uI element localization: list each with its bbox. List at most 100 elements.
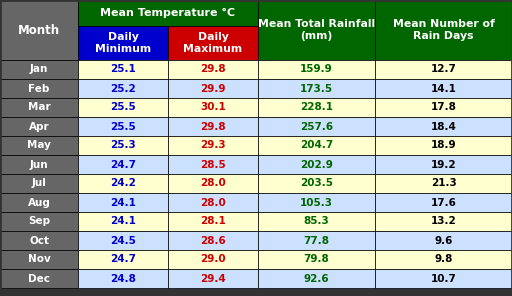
Text: 79.8: 79.8 <box>304 255 329 265</box>
Bar <box>258 0 375 60</box>
Bar <box>0 193 78 212</box>
Bar <box>258 193 375 212</box>
Text: Aug: Aug <box>28 197 51 207</box>
Bar <box>78 193 168 212</box>
Text: 24.7: 24.7 <box>110 160 136 170</box>
Text: 257.6: 257.6 <box>300 121 333 131</box>
Text: Apr: Apr <box>29 121 49 131</box>
Bar <box>78 212 168 231</box>
Bar <box>0 60 78 79</box>
Text: 24.1: 24.1 <box>110 216 136 226</box>
Bar <box>0 98 78 117</box>
Text: 25.1: 25.1 <box>110 65 136 75</box>
Bar <box>258 174 375 193</box>
Text: Jun: Jun <box>30 160 48 170</box>
Text: 25.5: 25.5 <box>110 102 136 112</box>
Bar <box>168 269 258 288</box>
Text: 173.5: 173.5 <box>300 83 333 94</box>
Text: 159.9: 159.9 <box>300 65 333 75</box>
Bar <box>78 174 168 193</box>
Bar <box>258 155 375 174</box>
Text: 21.3: 21.3 <box>431 178 456 189</box>
Text: 28.0: 28.0 <box>200 178 226 189</box>
Bar <box>258 231 375 250</box>
Text: Feb: Feb <box>28 83 50 94</box>
Bar <box>168 117 258 136</box>
Bar <box>168 174 258 193</box>
Bar <box>0 155 78 174</box>
Bar <box>0 269 78 288</box>
Text: Oct: Oct <box>29 236 49 245</box>
Text: 24.7: 24.7 <box>110 255 136 265</box>
Bar <box>375 193 512 212</box>
Bar <box>375 212 512 231</box>
Text: 202.9: 202.9 <box>300 160 333 170</box>
Bar <box>168 136 258 155</box>
Bar <box>0 250 78 269</box>
Text: 29.8: 29.8 <box>200 121 226 131</box>
Text: 228.1: 228.1 <box>300 102 333 112</box>
Bar <box>375 269 512 288</box>
Bar <box>78 60 168 79</box>
Text: 28.0: 28.0 <box>200 197 226 207</box>
Bar <box>168 79 258 98</box>
Bar <box>0 136 78 155</box>
Text: Daily
Minimum: Daily Minimum <box>95 32 151 54</box>
Bar <box>168 98 258 117</box>
Text: 24.2: 24.2 <box>110 178 136 189</box>
Text: 29.4: 29.4 <box>200 274 226 284</box>
Text: Daily
Maximum: Daily Maximum <box>183 32 243 54</box>
Text: 105.3: 105.3 <box>300 197 333 207</box>
Bar <box>0 212 78 231</box>
Bar <box>0 0 78 60</box>
Bar <box>258 269 375 288</box>
Bar <box>258 79 375 98</box>
Text: 25.2: 25.2 <box>110 83 136 94</box>
Bar <box>78 155 168 174</box>
Bar <box>258 136 375 155</box>
Bar <box>258 250 375 269</box>
Text: Mean Total Rainfall
(mm): Mean Total Rainfall (mm) <box>258 19 375 41</box>
Text: 25.3: 25.3 <box>110 141 136 150</box>
Bar <box>375 0 512 60</box>
Text: 30.1: 30.1 <box>200 102 226 112</box>
Bar <box>375 155 512 174</box>
Bar <box>78 98 168 117</box>
Text: Dec: Dec <box>28 274 50 284</box>
Text: 29.0: 29.0 <box>200 255 226 265</box>
Bar <box>258 98 375 117</box>
Text: Nov: Nov <box>28 255 50 265</box>
Text: 28.5: 28.5 <box>200 160 226 170</box>
Text: 24.1: 24.1 <box>110 197 136 207</box>
Bar <box>168 231 258 250</box>
Bar <box>78 269 168 288</box>
Text: Mar: Mar <box>28 102 50 112</box>
Bar <box>78 79 168 98</box>
Text: Mean Number of
Rain Days: Mean Number of Rain Days <box>393 19 495 41</box>
Text: 85.3: 85.3 <box>304 216 329 226</box>
Bar <box>78 136 168 155</box>
Text: 18.4: 18.4 <box>431 121 456 131</box>
Text: May: May <box>27 141 51 150</box>
Text: Sep: Sep <box>28 216 50 226</box>
Text: 29.8: 29.8 <box>200 65 226 75</box>
Text: 17.6: 17.6 <box>431 197 456 207</box>
Bar <box>0 174 78 193</box>
Text: Mean Temperature °C: Mean Temperature °C <box>100 8 236 18</box>
Text: 9.8: 9.8 <box>434 255 453 265</box>
Bar <box>258 60 375 79</box>
Text: 29.3: 29.3 <box>200 141 226 150</box>
Bar <box>375 136 512 155</box>
Bar <box>78 0 258 26</box>
Text: Jan: Jan <box>30 65 48 75</box>
Text: 19.2: 19.2 <box>431 160 456 170</box>
Bar <box>78 231 168 250</box>
Bar <box>0 79 78 98</box>
Text: 12.7: 12.7 <box>431 65 456 75</box>
Bar <box>375 98 512 117</box>
Text: 18.9: 18.9 <box>431 141 456 150</box>
Text: Jul: Jul <box>32 178 47 189</box>
Text: 28.1: 28.1 <box>200 216 226 226</box>
Bar <box>78 26 168 60</box>
Bar <box>168 250 258 269</box>
